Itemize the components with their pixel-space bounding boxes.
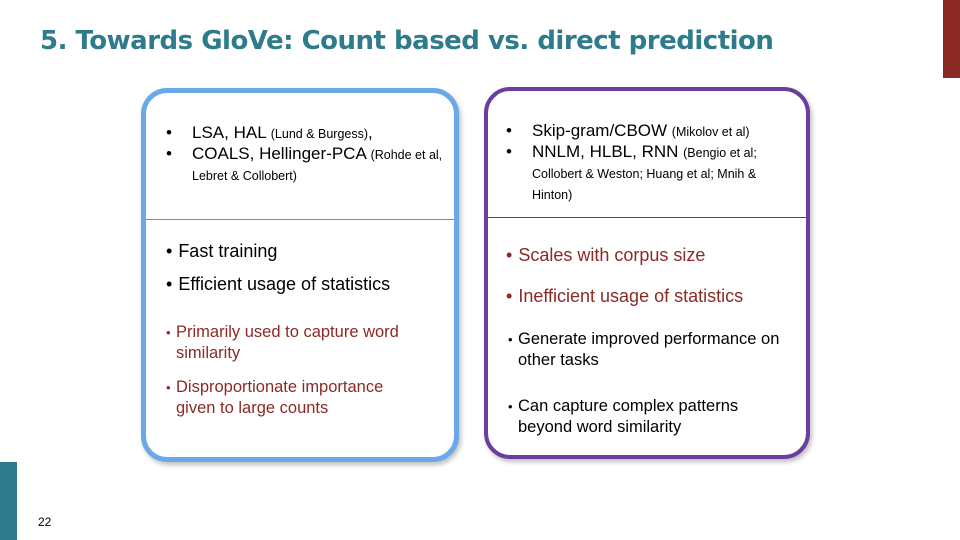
method-item: • COALS, Hellinger-PCA (Rohde et al, Lebr… — [166, 144, 451, 186]
con-text: Primarily used to capture word similarit… — [176, 323, 399, 362]
pro-text: Efficient usage of statistics — [178, 274, 391, 294]
pro-text: Fast training — [178, 241, 278, 261]
bullet-icon: • — [506, 286, 513, 306]
method-name: Skip-gram/CBOW — [532, 121, 672, 140]
con-point: • Inefficient usage of statistics — [506, 286, 743, 307]
con-point: • Disproportionate importance given to la… — [166, 377, 426, 419]
bullet-icon: • — [506, 121, 512, 140]
pro-point: • Can capture complex patterns beyond wor… — [508, 396, 788, 438]
panel-divider — [146, 219, 454, 220]
con-text: Inefficient usage of statistics — [518, 286, 744, 306]
con-point: • Scales with corpus size — [506, 245, 705, 266]
pro-text: Generate improved performance on other t… — [518, 330, 780, 369]
con-text: Scales with corpus size — [518, 245, 706, 265]
method-name: COALS, Hellinger-PCA — [192, 144, 371, 163]
method-citation: (Bengio et al; Collobert & Weston; Huang… — [532, 146, 757, 202]
accent-bar-top-right — [943, 0, 960, 78]
method-punct: , — [368, 123, 373, 142]
bullet-icon: • — [166, 380, 171, 395]
pro-point: • Efficient usage of statistics — [166, 274, 390, 295]
bullet-icon: • — [506, 245, 513, 265]
bullet-icon: • — [508, 332, 513, 347]
method-name: LSA, HAL — [192, 123, 271, 142]
method-citation: (Lund & Burgess) — [270, 127, 369, 141]
bullet-icon: • — [506, 142, 512, 161]
bullet-icon: • — [166, 241, 173, 261]
accent-bar-bottom-left — [0, 462, 17, 540]
direct-prediction-methods-list: • Skip-gram/CBOW (Mikolov et al) • NNLM, H… — [506, 121, 791, 205]
pro-point: • Fast training — [166, 241, 277, 262]
pro-text: Can capture complex patterns beyond word… — [518, 397, 739, 436]
count-based-methods-list: • LSA, HAL (Lund & Burgess), • COALS, Hell… — [166, 123, 451, 186]
method-name: NNLM, HLBL, RNN — [532, 142, 684, 161]
bullet-icon: • — [166, 325, 171, 340]
panel-divider — [488, 217, 806, 218]
page-number: 22 — [38, 515, 52, 529]
bullet-icon: • — [166, 123, 172, 142]
method-item: • LSA, HAL (Lund & Burgess), — [166, 123, 451, 144]
con-text: Disproportionate importance given to lar… — [176, 378, 384, 417]
direct-prediction-panel: • Skip-gram/CBOW (Mikolov et al) • NNLM, H… — [484, 87, 810, 459]
bullet-icon: • — [166, 144, 172, 163]
method-citation: (Rohde et al, Lebret & Collobert) — [192, 148, 443, 183]
con-point: • Primarily used to capture word similari… — [166, 322, 436, 364]
pro-point: • Generate improved performance on other … — [508, 329, 788, 371]
bullet-icon: • — [508, 399, 513, 414]
method-item: • NNLM, HLBL, RNN (Bengio et al; Collober… — [506, 142, 791, 205]
count-based-panel: • LSA, HAL (Lund & Burgess), • COALS, Hell… — [141, 88, 459, 462]
method-citation: (Mikolov et al) — [671, 125, 750, 139]
bullet-icon: • — [166, 274, 173, 294]
slide-title: 5. Towards GloVe: Count based vs. direct… — [40, 26, 774, 56]
method-item: • Skip-gram/CBOW (Mikolov et al) — [506, 121, 791, 142]
